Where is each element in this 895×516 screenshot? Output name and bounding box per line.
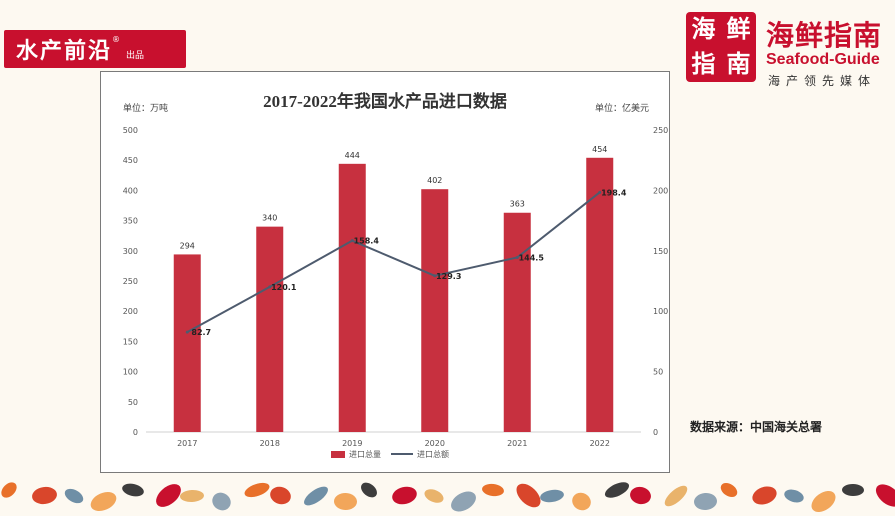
bar xyxy=(173,254,201,432)
import-chart: 2017-2022年我国水产品进口数据 单位：万吨 单位：亿美元 0 50 100 1… xyxy=(123,91,669,459)
bar-data-label: 444 xyxy=(345,151,360,160)
x-tick-label: 2021 xyxy=(507,439,527,448)
bar xyxy=(338,163,366,432)
y-left-tick-label: 350 xyxy=(123,217,138,226)
registered-mark: ® xyxy=(112,35,121,44)
crab-icon xyxy=(693,492,718,511)
line-point xyxy=(598,190,602,194)
line-point xyxy=(515,255,519,259)
seal-char: 鲜 xyxy=(726,15,751,43)
y-left-tick-label: 400 xyxy=(123,186,138,195)
clam-icon xyxy=(390,484,419,507)
squid-icon xyxy=(661,482,691,510)
squid-icon xyxy=(179,489,205,503)
y-left-tick-label: 200 xyxy=(123,307,138,316)
data-source-note: 数据来源：中国海关总署 xyxy=(690,420,823,434)
bar-data-label: 454 xyxy=(592,145,607,154)
octopus-icon xyxy=(87,488,120,515)
x-tick-label: 2019 xyxy=(342,439,362,448)
right-unit-label: 单位：亿美元 xyxy=(595,102,649,114)
x-tick-label: 2022 xyxy=(590,439,610,448)
crab-icon xyxy=(447,487,480,516)
y-right-tick-label: 250 xyxy=(653,126,668,135)
squid-icon xyxy=(422,486,446,506)
clam-icon xyxy=(628,485,653,506)
salmon-icon xyxy=(602,479,632,501)
fish-icon xyxy=(30,485,59,506)
line-point xyxy=(350,239,354,243)
salmon-icon xyxy=(841,483,865,497)
x-tick-label: 2017 xyxy=(177,439,197,448)
logo-tagline: 海产领先媒体 xyxy=(768,74,877,88)
line-data-label: 82.7 xyxy=(191,328,211,337)
shrimp-icon xyxy=(481,482,505,498)
shrimp-icon xyxy=(718,480,740,500)
salmon-icon xyxy=(120,481,146,499)
brand-name: 水产前沿 xyxy=(16,39,113,64)
bar-data-label: 340 xyxy=(262,214,277,223)
x-tick-label: 2018 xyxy=(260,439,280,448)
left-unit-label: 单位：万吨 xyxy=(123,102,168,114)
line-point xyxy=(268,285,272,289)
chart-title: 2017-2022年我国水产品进口数据 xyxy=(263,91,507,111)
line-point xyxy=(433,274,437,278)
bar xyxy=(421,189,449,432)
lobster-icon xyxy=(62,485,86,507)
shrimp-icon xyxy=(0,479,20,501)
seafood-guide-logo: 海 鲜 指 南 海鲜指南 Seafood-Guide 海产领先媒体 xyxy=(686,12,891,90)
logo-seal: 海 鲜 指 南 xyxy=(686,12,756,82)
bar xyxy=(586,157,614,432)
series-line xyxy=(186,191,601,333)
y-left-tick-label: 100 xyxy=(123,368,138,377)
y-left-tick-label: 450 xyxy=(123,156,138,165)
y-right-tick-label: 100 xyxy=(653,307,668,316)
shrimp-icon xyxy=(242,480,272,500)
bar-data-label: 402 xyxy=(427,176,442,185)
octopus-icon xyxy=(569,489,594,514)
seafood-decoration xyxy=(0,476,895,516)
fish-icon xyxy=(267,484,294,507)
y-left-tick-label: 0 xyxy=(133,428,138,437)
bar-data-label: 363 xyxy=(510,200,525,209)
y-right-tick-label: 0 xyxy=(653,428,658,437)
line-data-label: 144.5 xyxy=(519,253,545,262)
chart-panel: 2017-2022年我国水产品进口数据 单位：万吨 单位：亿美元 0 50 100 1… xyxy=(100,71,670,473)
crab-icon xyxy=(208,489,235,514)
y-left-tick-label: 150 xyxy=(123,337,138,346)
seal-char: 海 xyxy=(691,15,716,43)
y-right-tick-label: 200 xyxy=(653,186,668,195)
y-left-tick-label: 500 xyxy=(123,126,138,135)
line-data-label: 198.4 xyxy=(601,188,627,197)
seal-char: 南 xyxy=(726,50,751,78)
y-right-tick-label: 150 xyxy=(653,247,668,256)
bar xyxy=(256,226,284,432)
line-data-label: 158.4 xyxy=(354,237,380,246)
lobster-icon xyxy=(539,488,565,504)
logo-title: 海鲜指南 xyxy=(766,19,883,52)
y-left-tick-label: 50 xyxy=(128,398,138,407)
lobster-icon xyxy=(782,487,806,505)
line-point xyxy=(185,330,189,334)
line-data-label: 129.3 xyxy=(436,272,461,281)
x-tick-label: 2020 xyxy=(425,439,445,448)
bar-data-label: 294 xyxy=(180,241,195,250)
logo-subtitle-en: Seafood-Guide xyxy=(766,51,880,68)
legend-bar-label: 进口总量 xyxy=(349,449,381,459)
fish-icon xyxy=(749,483,780,508)
line-data-label: 120.1 xyxy=(271,283,297,292)
salmon-icon xyxy=(358,479,380,501)
y-left-tick-label: 300 xyxy=(123,247,138,256)
brand-sub: 出品 xyxy=(126,51,145,61)
legend-bar-swatch xyxy=(331,451,345,458)
y-right-tick-label: 50 xyxy=(653,368,663,377)
legend-line-label: 进口总额 xyxy=(417,449,449,459)
octopus-icon xyxy=(333,492,358,511)
lobster-icon xyxy=(301,483,331,509)
brand-badge: 水产前沿 ® 出品 xyxy=(4,30,186,68)
y-left-tick-label: 250 xyxy=(123,277,138,286)
seal-char: 指 xyxy=(691,50,716,78)
bar xyxy=(503,212,531,432)
clam-icon xyxy=(871,479,895,512)
